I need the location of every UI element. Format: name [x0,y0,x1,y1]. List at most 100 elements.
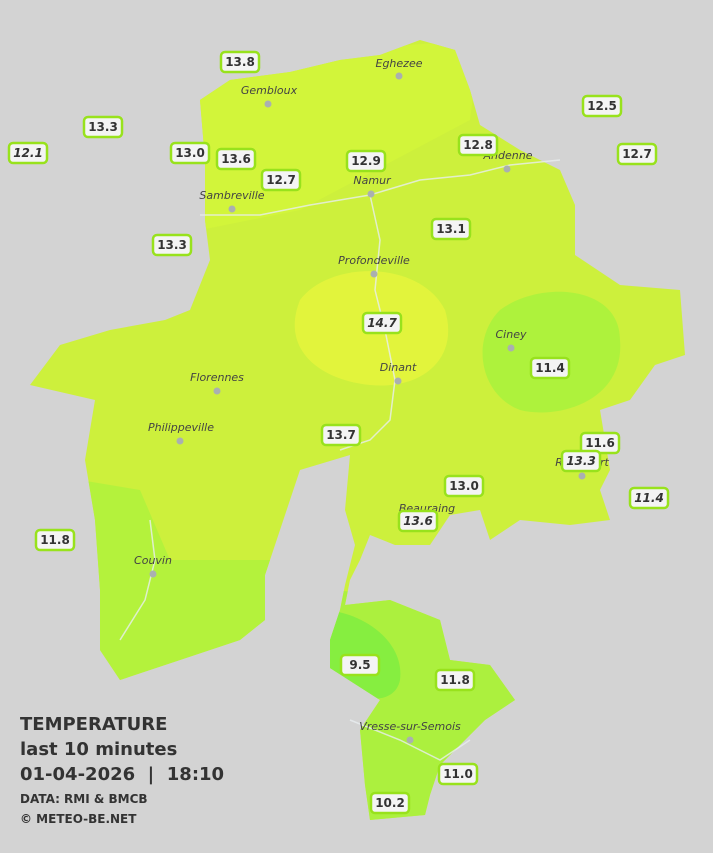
station-value: 12.7 [266,173,296,187]
station-box [320,423,362,447]
station-box [443,474,485,498]
river [339,194,396,451]
town-label: Ciney [496,328,527,341]
station-value: 13.6 [221,152,251,166]
station-box [616,142,658,166]
legend-copyright: © METEO-BE.NET [20,812,137,826]
town-dot [367,190,375,198]
legend-period: last 10 minutes [20,739,177,760]
station: 14.7 [361,311,403,335]
town-dot [176,437,184,445]
station-box [434,668,476,692]
station-value: 13.3 [88,120,118,134]
station-box [260,168,302,192]
station: 11.4 [628,486,670,510]
station-value: 13.1 [436,222,466,236]
station-value: 11.0 [443,767,473,781]
town-label: Eghezee [376,57,423,70]
town-label: Florennes [190,371,244,384]
station-value: 11.6 [585,436,615,450]
station: 12.7 [260,168,302,192]
legend-source: DATA: RMI & BMCB [20,792,148,806]
town-dot [507,344,515,352]
town-label: Dinant [380,361,417,374]
river [119,519,156,641]
station-value: 13.0 [449,479,479,493]
town-label: Gembloux [241,84,298,97]
station-value: 13.0 [175,146,205,160]
station-value: 13.7 [326,428,356,442]
legend-title: TEMPERATURE [20,714,167,735]
river [200,159,561,216]
station-value: 12.8 [463,138,493,152]
station-box [7,141,49,165]
town-dot [406,736,414,744]
station-value: 12.1 [13,146,43,160]
station: 11.8 [34,528,76,552]
town-label: Namur [353,174,392,187]
station-value: 13.8 [225,55,255,69]
town-dot [370,270,378,278]
station-value: 11.4 [634,491,664,505]
station-box [339,653,381,677]
station: 11.0 [437,762,479,786]
town-dot [503,165,511,173]
station-box [581,94,623,118]
station-value: 9.5 [349,658,370,672]
station-value: 12.7 [622,147,652,161]
station: 13.8 [219,50,261,74]
town-dot [578,472,586,480]
station: 11.6 [579,431,621,455]
station-box [34,528,76,552]
town-dot [149,570,157,578]
town-dot [264,100,272,108]
station-box [397,509,439,533]
town-label: Profondeville [338,254,410,267]
station: 12.7 [616,142,658,166]
station-value: 13.3 [566,454,596,468]
station-box [437,762,479,786]
towns: EghezeeGemblouxAndenneNamurSambrevillePr… [134,57,609,744]
town-dot [228,205,236,213]
station: 12.5 [581,94,623,118]
station-box [219,50,261,74]
town-label: Vresse-sur-Semois [359,720,461,733]
station: 13.6 [397,509,439,533]
station: 13.1 [430,217,472,241]
station-box [529,356,571,380]
station-value: 10.2 [375,796,405,810]
station-box [457,133,499,157]
station: 13.3 [82,115,124,139]
station: 13.3 [560,449,602,473]
station: 11.8 [434,668,476,692]
station-box [628,486,670,510]
station-box [430,217,472,241]
town-dot [395,72,403,80]
station-box [82,115,124,139]
stations: 13.8 12.1 13.3 13.0 13.6 12.7 12.9 12.8 12.5 12.7… [7,50,670,815]
station-value: 14.7 [367,316,397,330]
legend-datetime: 01-04-2026 | 18:10 [20,764,224,785]
station-value: 11.4 [535,361,565,375]
station-value: 11.8 [440,673,470,687]
station-box [169,141,211,165]
station: 12.8 [457,133,499,157]
station-value: 11.8 [40,533,70,547]
station-box [369,791,411,815]
town-dot [394,377,402,385]
station-value: 12.9 [351,154,381,168]
station: 10.2 [369,791,411,815]
zone [482,291,621,413]
station: 13.0 [169,141,211,165]
station: 13.6 [215,147,257,171]
station-value: 13.6 [403,514,433,528]
station-box [215,147,257,171]
town-dot [213,387,221,395]
legend: TEMPERATURE last 10 minutes 01-04-2026 |… [20,714,224,826]
station-box [151,233,193,257]
town-label: Sambreville [199,189,264,202]
town-label: Couvin [134,554,172,567]
station-box [361,311,403,335]
station: 13.0 [443,474,485,498]
